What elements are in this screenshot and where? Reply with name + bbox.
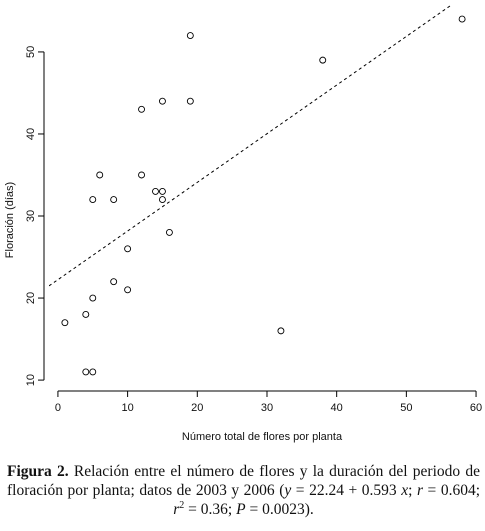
point [165,228,173,236]
point [159,97,166,105]
caption-text: = 0.604; [423,482,481,499]
caption-text: ; [408,482,417,499]
point [82,311,90,318]
y-tick-label: 40 [25,128,37,140]
caption-text: x [401,482,409,499]
point [319,56,327,64]
caption-text: r [416,482,423,499]
x-tick-label: 0 [55,402,61,414]
caption-text: = 0.36; [184,501,237,518]
point [124,245,132,253]
x-axis-label: Número total de flores por planta [182,431,343,443]
x-tick-label: 40 [331,402,343,414]
caption-text: = 22.24 + 0.593 [291,482,402,499]
point [186,97,194,105]
caption-text: Figura 2. [7,463,69,480]
point [458,15,466,23]
x-tick-label: 10 [121,402,133,414]
point [96,171,104,179]
y-tick-label: 10 [25,374,37,386]
caption-text: = 0.0023). [245,501,314,518]
x-tick-label: 30 [261,402,273,414]
y-tick-label: 30 [25,210,37,222]
figure-caption: Figura 2. Relación entre el número de fl… [7,462,480,519]
point [124,286,132,294]
point [152,187,159,195]
point [82,368,90,376]
trend-line [49,5,453,287]
point [89,294,97,302]
point [110,278,118,286]
point [89,368,97,376]
point [186,32,194,39]
point [61,319,69,327]
caption-text: 2 [179,499,185,511]
point [138,171,145,179]
x-tick-label: 50 [400,402,412,414]
point [277,327,285,335]
y-axis-label: Floración (días) [4,182,16,258]
point [159,187,166,195]
caption-text: r [173,501,180,518]
y-tick-label: 50 [25,46,37,58]
point [110,196,118,204]
chart: Número total de flores por planta Florac… [4,5,482,443]
y-tick-label: 20 [25,292,37,304]
point [159,196,166,204]
point [138,105,145,113]
x-tick-label: 60 [470,402,482,414]
caption-text: Relación entre el número de flores y la … [7,463,480,499]
caption-text: y [284,482,292,499]
caption-text: P [236,501,246,518]
x-tick-label: 20 [191,402,203,414]
point [89,196,97,204]
